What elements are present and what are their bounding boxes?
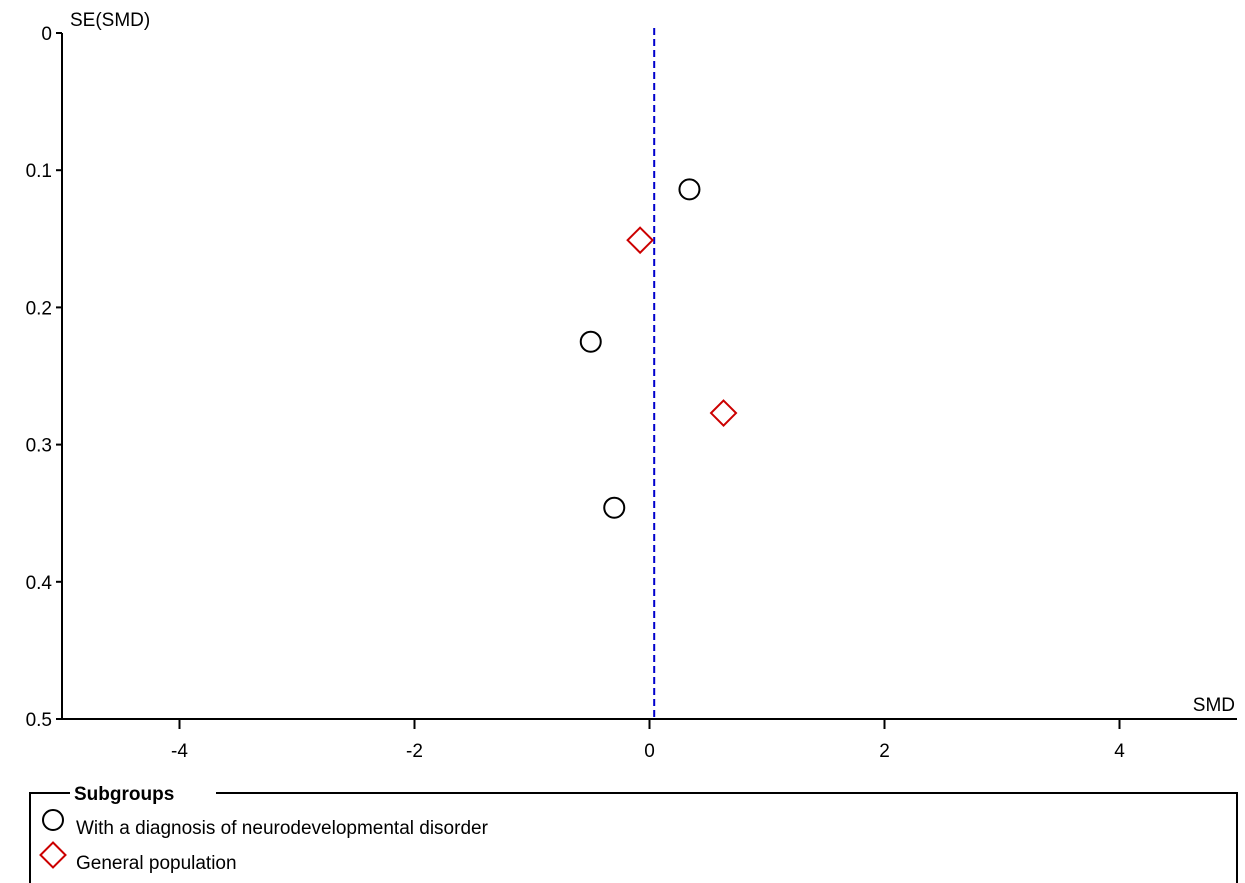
legend-items: With a diagnosis of neurodevelopmental d…: [39, 809, 489, 874]
y-tick-label: 0.3: [26, 436, 52, 457]
legend-title-background: [70, 781, 216, 805]
x-axis-title: SMD: [1193, 695, 1235, 716]
data-points: [579, 178, 738, 519]
legend-diamond-icon: [39, 841, 67, 869]
data-point-circle: [579, 330, 602, 353]
data-point-diamond: [626, 226, 655, 255]
legend: Subgroups With a diagnosis of neurodevel…: [29, 781, 1238, 883]
data-point-circle: [678, 178, 701, 201]
legend-item-label: General population: [76, 853, 237, 874]
legend-item-label: With a diagnosis of neurodevelopmental d…: [76, 818, 489, 839]
y-tick-label: 0.4: [26, 573, 53, 594]
axes: 0 0.1 0.2 0.3 0.4 0.5 -4 -2 0 2 4: [26, 24, 1237, 762]
y-tick-label: 0.2: [26, 298, 52, 319]
x-tick-label: 2: [879, 741, 890, 762]
y-axis-title: SE(SMD): [70, 10, 150, 31]
x-tick-label: -2: [406, 741, 423, 762]
y-tick-label: 0.1: [26, 161, 52, 182]
data-point-diamond: [709, 399, 738, 427]
legend-title: Subgroups: [74, 784, 174, 805]
legend-box: [29, 792, 1238, 883]
y-tick-label: 0.5: [26, 710, 52, 731]
data-point-circle: [603, 496, 626, 519]
y-tick-label: 0: [41, 24, 52, 45]
x-tick-label: -4: [171, 741, 188, 762]
x-tick-label: 4: [1114, 741, 1125, 762]
legend-circle-icon: [42, 809, 64, 831]
x-tick-label: 0: [644, 741, 655, 762]
